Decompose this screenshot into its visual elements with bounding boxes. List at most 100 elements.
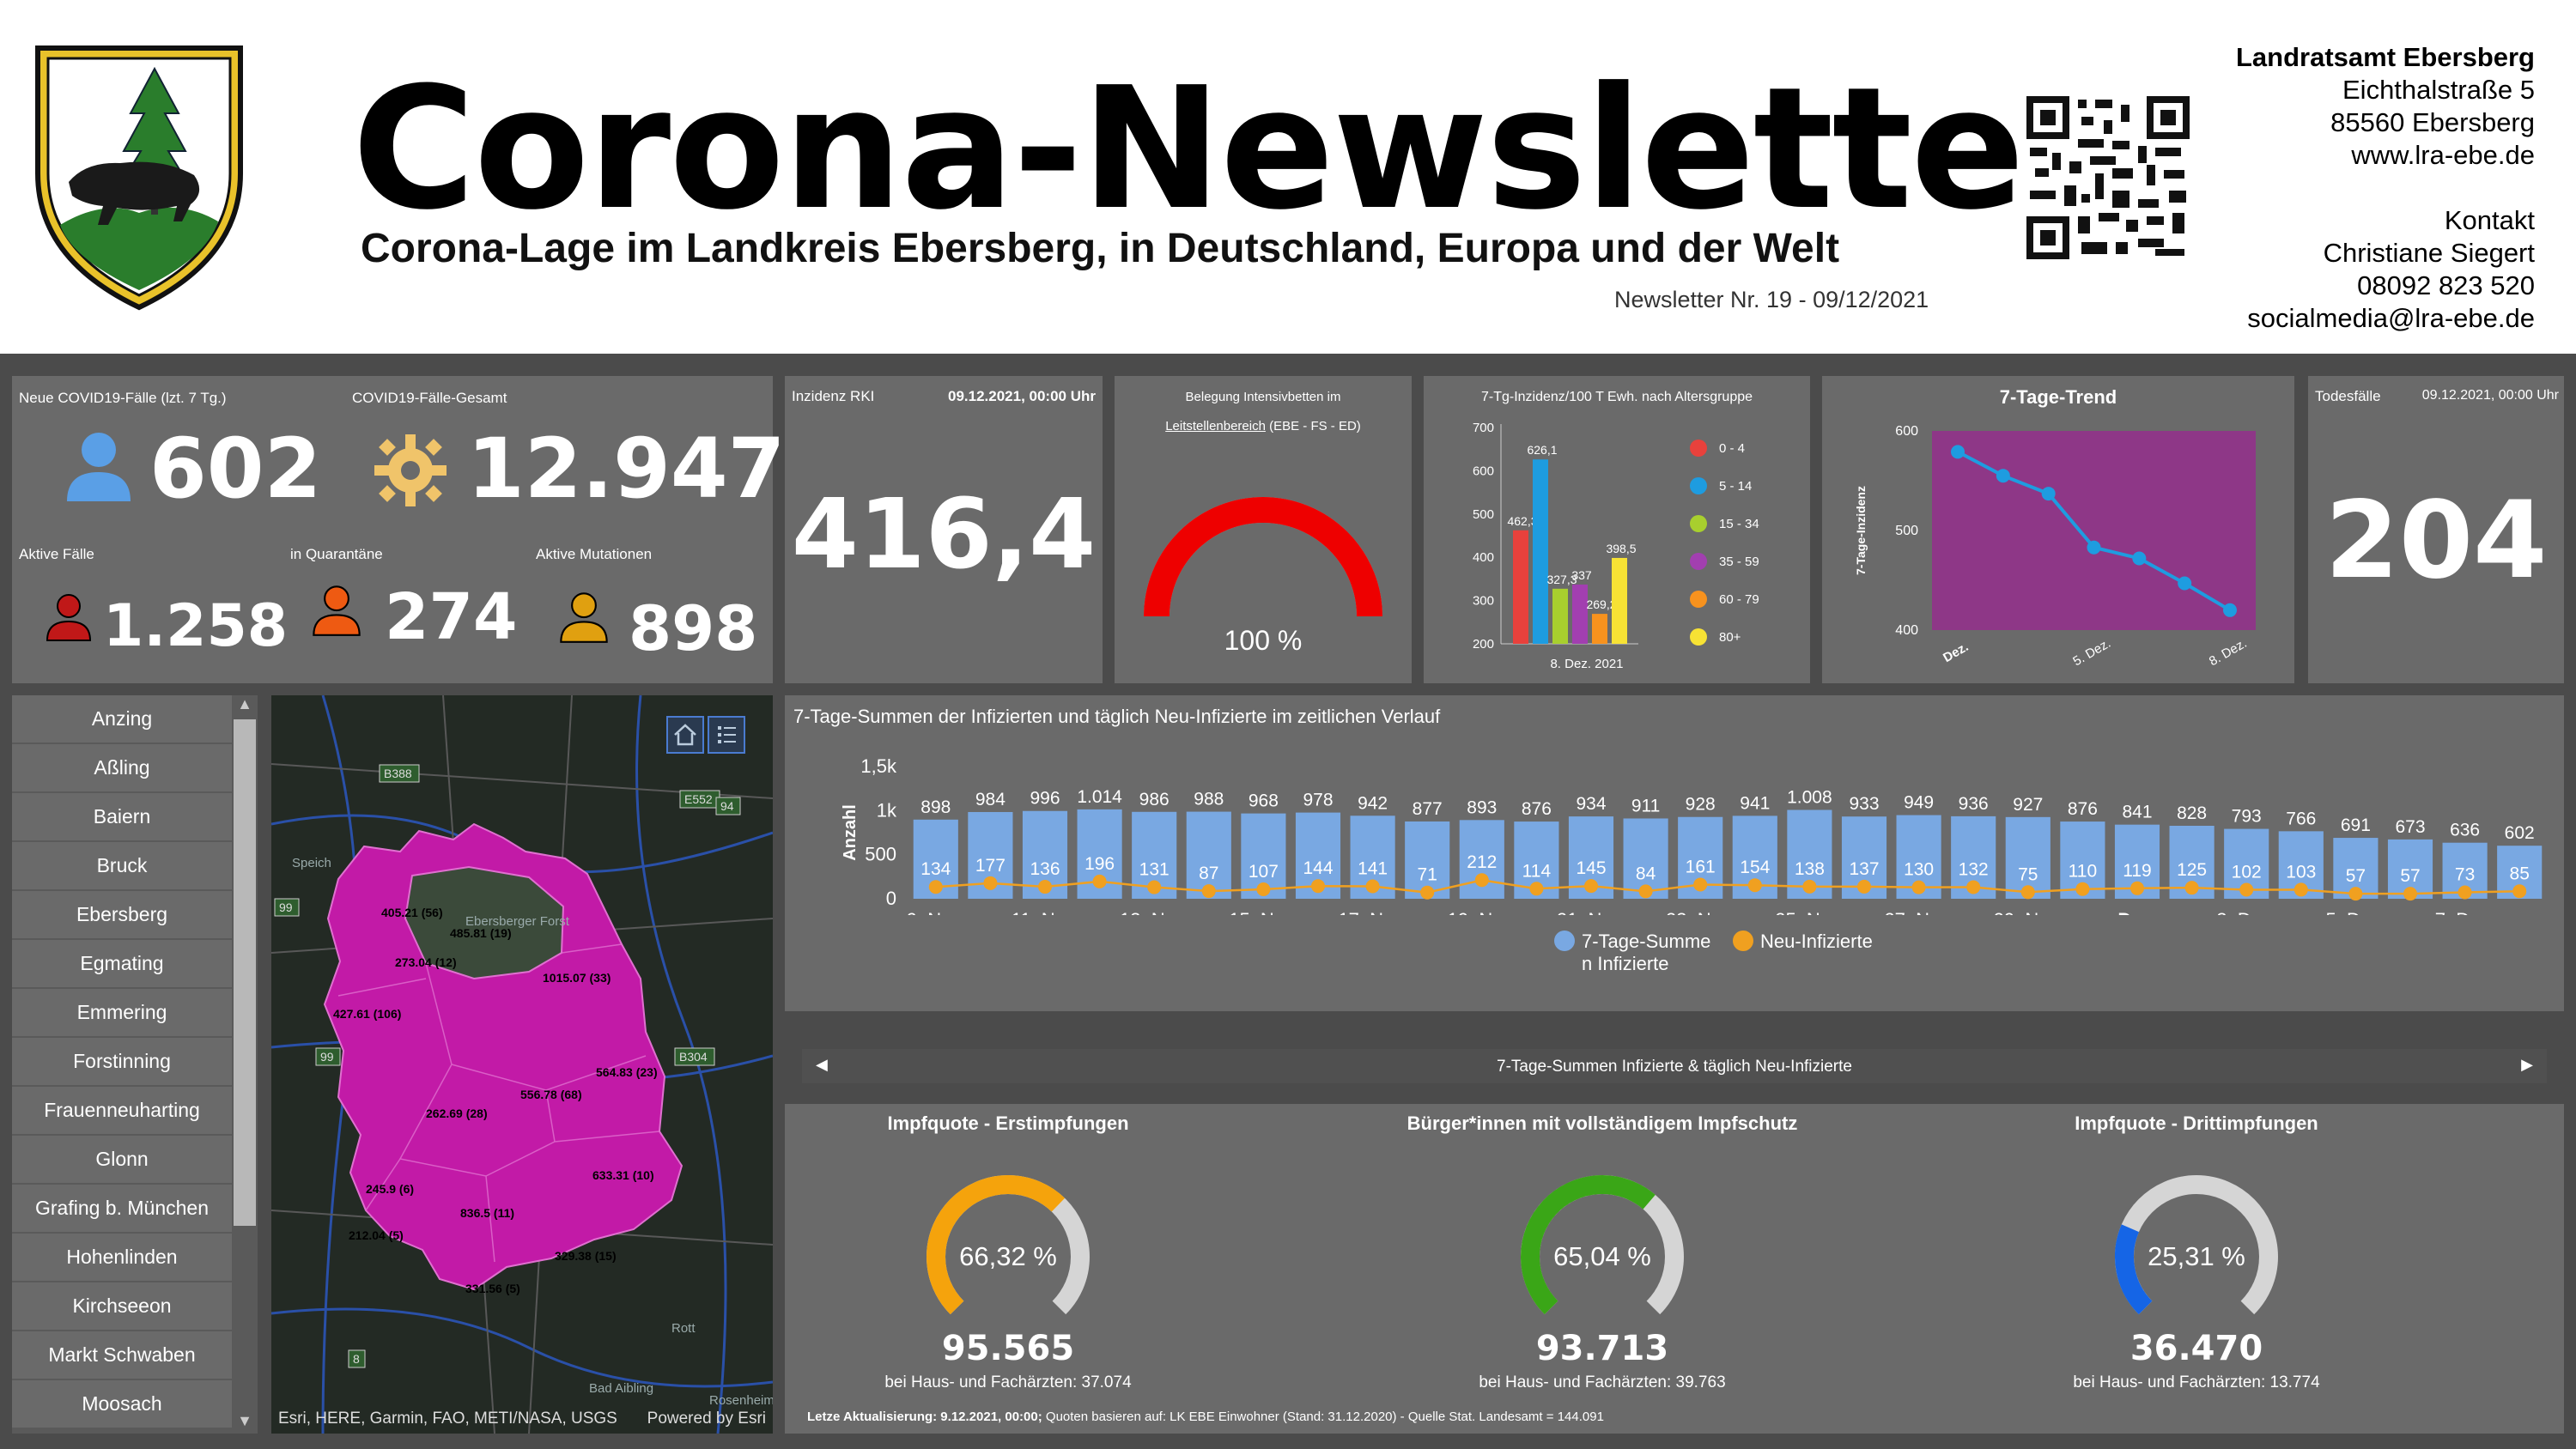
new-cases-point[interactable] <box>2184 881 2199 895</box>
trend-point[interactable] <box>2223 603 2237 617</box>
municipality-list-item[interactable]: Emmering <box>12 989 232 1038</box>
new-cases-point[interactable] <box>983 876 998 890</box>
map-district-label[interactable]: 405.21 (56) <box>381 906 443 919</box>
person-icon <box>67 433 131 501</box>
new-cases-point[interactable] <box>1474 873 1489 888</box>
map-powered-by[interactable]: Powered by Esri <box>647 1410 766 1428</box>
age-legend-label[interactable]: 80+ <box>1719 630 1741 645</box>
sum-bar[interactable] <box>2005 816 2050 899</box>
map-district-label[interactable]: 556.78 (68) <box>520 1088 582 1101</box>
age-bar[interactable] <box>1552 588 1568 644</box>
pager-next-arrow[interactable]: ▶ <box>2521 1056 2533 1073</box>
new-cases-point[interactable] <box>2512 884 2527 899</box>
contact-email-link[interactable]: socialmedia@lra-ebe.de <box>2247 303 2535 333</box>
new-cases-point[interactable] <box>1584 879 1598 894</box>
municipality-list-item[interactable]: Anzing <box>12 695 232 744</box>
age-legend-label[interactable]: 35 - 59 <box>1719 555 1759 569</box>
district-map[interactable]: 405.21 (56) 485.81 (19) 273.04 (12) 427.61 … <box>271 695 773 1434</box>
age-bar-label: 327,3 <box>1546 573 1577 586</box>
new-cases-point[interactable] <box>1201 884 1216 899</box>
municipality-list-item[interactable]: Kirchseeon <box>12 1282 232 1331</box>
new-cases-point[interactable] <box>2293 882 2308 897</box>
scroll-thumb[interactable] <box>234 719 256 1226</box>
new-cases-point[interactable] <box>1966 880 1981 894</box>
new-cases-point[interactable] <box>2020 885 2035 900</box>
new-cases-point[interactable] <box>1038 880 1052 894</box>
municipality-list-item[interactable]: Markt Schwaben <box>12 1331 232 1380</box>
map-home-button[interactable] <box>666 716 704 754</box>
map-district-label[interactable]: 212.04 (5) <box>349 1228 404 1242</box>
map-district-label[interactable]: 427.61 (106) <box>333 1007 401 1021</box>
age-legend-label[interactable]: 0 - 4 <box>1719 441 1745 456</box>
municipality-list-item[interactable]: Hohenlinden <box>12 1234 232 1282</box>
age-legend-label[interactable]: 5 - 14 <box>1719 479 1752 494</box>
municipality-list-item[interactable]: Grafing b. München <box>12 1185 232 1234</box>
scroll-up-arrow[interactable]: ▲ <box>237 695 252 712</box>
new-cases-point[interactable] <box>1638 884 1653 899</box>
trend-point[interactable] <box>1951 445 1965 459</box>
legend-sum[interactable]: 7-Tage-Summe n Infizierte <box>1554 931 1710 975</box>
scroll-down-arrow[interactable]: ▼ <box>237 1412 252 1429</box>
new-cases-point[interactable] <box>2075 882 2090 896</box>
age-legend-label[interactable]: 60 - 79 <box>1719 592 1759 607</box>
age-legend-label[interactable]: 15 - 34 <box>1719 517 1759 531</box>
scrollbar[interactable]: ▲ ▼ <box>232 695 258 1434</box>
new-cases-point[interactable] <box>1256 882 1271 897</box>
new-cases-point[interactable] <box>1802 879 1817 894</box>
new-cases-point[interactable] <box>1147 880 1162 894</box>
age-bar[interactable] <box>1612 557 1627 644</box>
new-cases-point[interactable] <box>1693 877 1708 892</box>
map-legend-button[interactable] <box>708 716 745 754</box>
map-district-label[interactable]: 633.31 (10) <box>592 1168 654 1182</box>
trend-point[interactable] <box>2041 487 2056 501</box>
municipality-list-item[interactable]: Bruck <box>12 842 232 891</box>
municipality-list-item[interactable]: Forstinning <box>12 1038 232 1087</box>
trend-point[interactable] <box>1996 469 2010 483</box>
new-cases-point[interactable] <box>2239 882 2254 897</box>
vaccination-gauge <box>2115 1175 2278 1315</box>
municipality-list-item[interactable]: Baiern <box>12 793 232 842</box>
trend-point[interactable] <box>2178 576 2192 591</box>
trend-point[interactable] <box>2132 551 2147 566</box>
new-cases-point[interactable] <box>1857 879 1871 894</box>
icu-area-link[interactable]: Leitstellenbereich <box>1165 419 1266 433</box>
age-bar[interactable] <box>1592 614 1607 644</box>
new-cases-point[interactable] <box>1911 880 1926 894</box>
new-cases-point[interactable] <box>1529 882 1544 896</box>
new-cases-point[interactable] <box>2130 881 2144 895</box>
map-district-label[interactable]: 1015.07 (33) <box>543 971 611 985</box>
new-cases-point[interactable] <box>2403 887 2417 901</box>
new-cases-point[interactable] <box>2348 887 2363 901</box>
map-district-label[interactable]: 564.83 (23) <box>596 1065 658 1079</box>
map-district-label[interactable]: 273.04 (12) <box>395 955 457 969</box>
contact-web-link[interactable]: www.lra-ebe.de <box>2351 140 2535 170</box>
map-district-label[interactable]: 329.38 (15) <box>555 1249 617 1263</box>
age-bar[interactable] <box>1513 530 1528 644</box>
municipality-list-item[interactable]: Frauenneuharting <box>12 1087 232 1136</box>
municipality-list[interactable]: Anzing Aßling Baiern Bruck Ebersberg Egmating… <box>12 695 232 1434</box>
pager-prev-arrow[interactable]: ◀ <box>816 1056 828 1073</box>
qr-code-icon[interactable] <box>2026 96 2190 259</box>
new-cases-point[interactable] <box>1747 878 1762 893</box>
trend-point[interactable] <box>2087 540 2101 555</box>
dashboard: Neue COVID19-Fälle (lzt. 7 Tg.) 602 COVI… <box>0 354 2576 1449</box>
age-bar[interactable] <box>1572 584 1588 644</box>
municipality-list-item[interactable]: Aßling <box>12 744 232 793</box>
map-district-label[interactable]: 836.5 (11) <box>460 1206 514 1220</box>
municipality-list-item[interactable]: Egmating <box>12 940 232 989</box>
new-cases-point[interactable] <box>1311 879 1325 894</box>
municipality-list-item[interactable]: Glonn <box>12 1136 232 1185</box>
legend-new[interactable]: Neu-Infizierte <box>1733 931 1873 953</box>
new-cases-point[interactable] <box>928 880 943 894</box>
new-cases-point[interactable] <box>1092 874 1107 888</box>
municipality-list-item[interactable]: Moosach <box>12 1380 232 1429</box>
age-bar[interactable] <box>1533 459 1548 644</box>
municipality-list-item[interactable]: Ebersberg <box>12 891 232 940</box>
new-cases-point[interactable] <box>1365 879 1380 894</box>
new-cases-point[interactable] <box>2458 885 2472 900</box>
map-district-label[interactable]: 245.9 (6) <box>366 1182 414 1196</box>
new-cases-point[interactable] <box>1420 885 1435 900</box>
map-district-label[interactable]: 331.56 (5) <box>465 1282 520 1295</box>
map-district-label[interactable]: 485.81 (19) <box>450 926 512 940</box>
map-district-label[interactable]: 262.69 (28) <box>426 1106 488 1120</box>
